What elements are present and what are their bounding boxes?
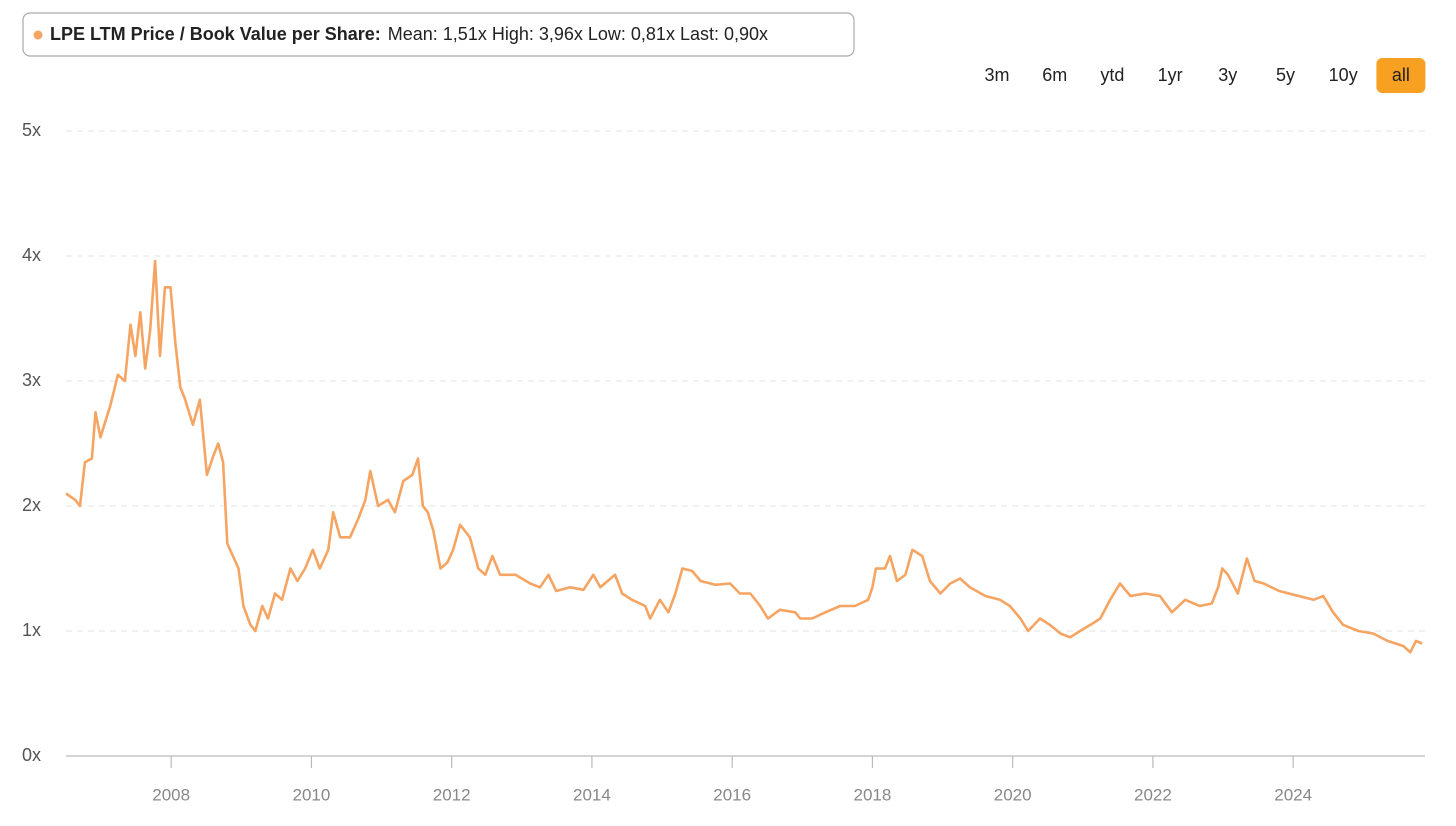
- x-tick-label: 2024: [1274, 785, 1312, 804]
- range-button[interactable]: 3m: [984, 65, 1009, 85]
- legend-box: [22, 12, 855, 57]
- range-button[interactable]: 3y: [1218, 65, 1237, 85]
- y-tick-label: 1x: [22, 620, 41, 640]
- range-button[interactable]: 5y: [1276, 65, 1295, 85]
- y-tick-label: 0x: [22, 745, 41, 765]
- range-button[interactable]: ytd: [1100, 65, 1124, 85]
- x-tick-label: 2010: [293, 785, 331, 804]
- x-tick-label: 2016: [713, 785, 751, 804]
- range-button[interactable]: all: [1392, 65, 1410, 85]
- y-tick-label: 4x: [22, 245, 41, 265]
- x-tick-label: 2022: [1134, 785, 1172, 804]
- range-button-active[interactable]: [1376, 58, 1426, 93]
- y-tick-label: 3x: [22, 370, 41, 390]
- x-tick-label: 2014: [573, 785, 611, 804]
- x-tick-label: 2008: [152, 785, 190, 804]
- x-tick-label: 2020: [994, 785, 1032, 804]
- legend-label: LPE LTM Price / Book Value per Share:: [50, 24, 381, 44]
- y-tick-label: 5x: [22, 120, 41, 140]
- x-tick-label: 2018: [854, 785, 892, 804]
- x-tick-label: 2012: [433, 785, 471, 804]
- legend-marker: [33, 30, 43, 40]
- range-button[interactable]: 10y: [1329, 65, 1358, 85]
- series-line: [65, 259, 1423, 654]
- y-tick-label: 2x: [22, 495, 41, 515]
- legend-stats: Mean: 1,51x High: 3,96x Low: 0,81x Last:…: [388, 24, 768, 44]
- range-button[interactable]: 6m: [1042, 65, 1067, 85]
- range-button[interactable]: 1yr: [1158, 65, 1183, 85]
